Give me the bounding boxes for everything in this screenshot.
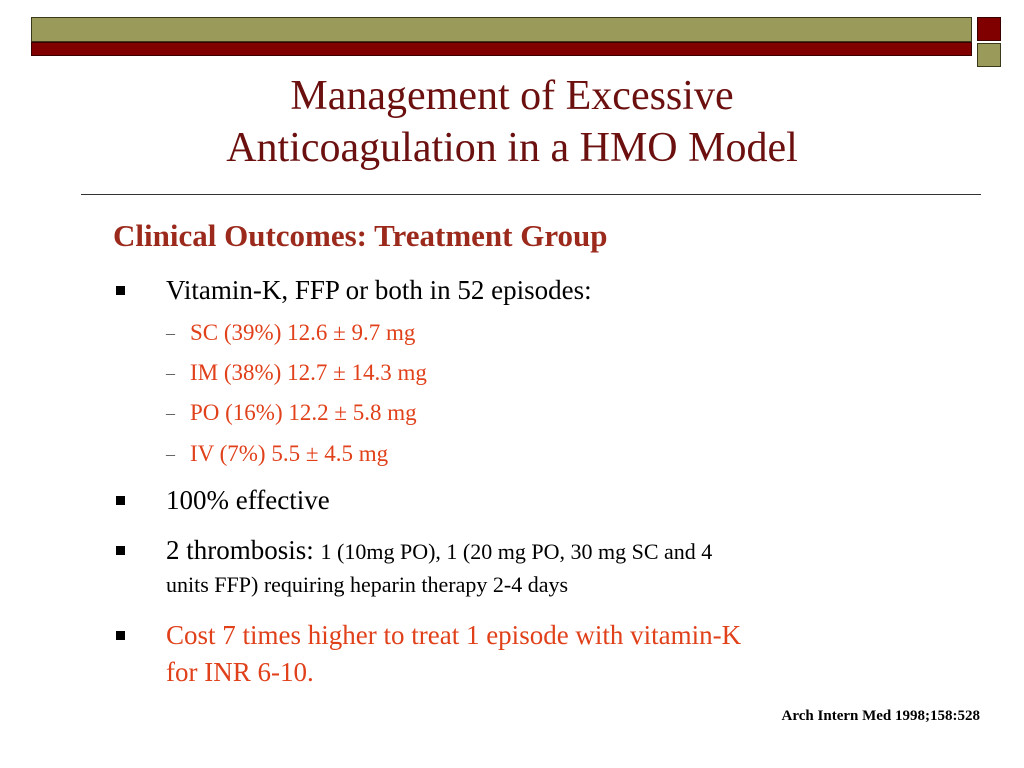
dash-icon: – (166, 403, 175, 423)
thrombosis-detail-line-1: 1 (10mg PO), 1 (20 mg PO, 30 mg SC and 4 (320, 539, 713, 564)
sub-bullet-sc: – SC (39%) 12.6 ± 9.7 mg (166, 318, 415, 348)
square-bullet-icon (116, 546, 125, 555)
cost-line-1: Cost 7 times higher to treat 1 episode w… (166, 620, 742, 650)
maroon-stripe (31, 42, 972, 56)
title-line-2: Anticoagulation in a HMO Model (226, 125, 798, 171)
sub-bullet-text: SC (39%) 12.6 ± 9.7 mg (190, 320, 416, 345)
square-bullet-icon (116, 286, 125, 295)
dash-icon: – (166, 363, 175, 383)
citation: Arch Intern Med 1998;158:528 (781, 708, 980, 724)
slide-title: Management of Excessive Anticoagulation … (80, 70, 944, 174)
square-bullet-icon (116, 496, 125, 505)
title-line-1: Management of Excessive (290, 73, 734, 119)
title-divider (81, 194, 981, 195)
dash-icon: – (166, 323, 175, 343)
bullet-effectiveness: 100% effective (112, 482, 892, 519)
sub-bullet-text: IV (7%) 5.5 ± 4.5 mg (190, 441, 389, 466)
corner-maroon-square (977, 17, 1001, 41)
sub-bullet-iv: – IV (7%) 5.5 ± 4.5 mg (166, 439, 388, 469)
cost-line-2: for INR 6-10. (166, 657, 314, 687)
sub-bullet-po: – PO (16%) 12.2 ± 5.8 mg (166, 398, 417, 428)
bullet-cost: Cost 7 times higher to treat 1 episode w… (112, 617, 892, 691)
olive-stripe (31, 17, 972, 42)
bullet-text: 2 thrombosis: 1 (10mg PO), 1 (20 mg PO, … (166, 532, 892, 570)
square-bullet-icon (116, 631, 125, 640)
bullet-treatment-episodes: Vitamin-K, FFP or both in 52 episodes: (112, 272, 892, 309)
bullet-thrombosis: 2 thrombosis: 1 (10mg PO), 1 (20 mg PO, … (112, 532, 892, 600)
sub-bullet-text: PO (16%) 12.2 ± 5.8 mg (190, 400, 417, 425)
thrombosis-detail-line-2: units FFP) requiring heparin therapy 2-4… (166, 572, 569, 597)
corner-olive-square (977, 43, 1001, 67)
thrombosis-lead: 2 thrombosis: (166, 535, 321, 565)
bullet-text: 100% effective (166, 485, 330, 515)
header-decoration-bar (31, 17, 972, 57)
section-heading: Clinical Outcomes: Treatment Group (113, 218, 608, 253)
sub-bullet-im: – IM (38%) 12.7 ± 14.3 mg (166, 358, 427, 388)
dash-icon: – (166, 444, 175, 464)
bullet-text: Vitamin-K, FFP or both in 52 episodes: (166, 275, 592, 305)
sub-bullet-text: IM (38%) 12.7 ± 14.3 mg (190, 360, 427, 385)
